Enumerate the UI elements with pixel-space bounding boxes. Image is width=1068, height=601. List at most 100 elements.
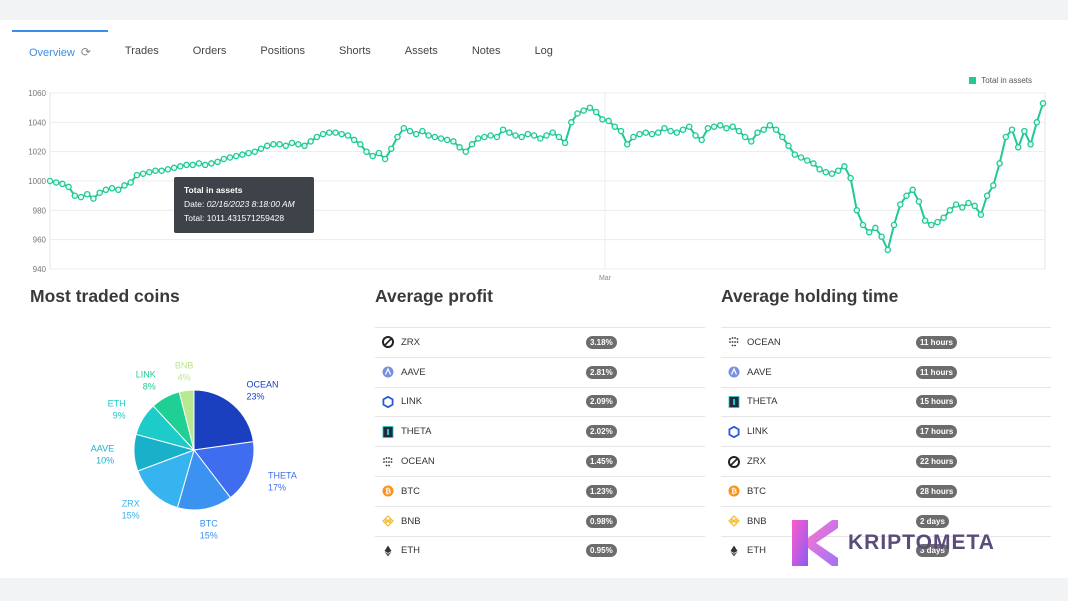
data-point[interactable] bbox=[524, 130, 532, 138]
data-point[interactable] bbox=[158, 167, 165, 174]
data-point[interactable] bbox=[493, 133, 501, 141]
data-point[interactable] bbox=[437, 135, 445, 142]
data-point[interactable] bbox=[226, 154, 234, 161]
data-point[interactable] bbox=[282, 142, 290, 150]
data-point[interactable] bbox=[679, 126, 687, 133]
data-point[interactable] bbox=[115, 186, 122, 194]
data-point[interactable] bbox=[388, 145, 395, 152]
data-point[interactable] bbox=[574, 110, 581, 117]
data-point[interactable] bbox=[257, 145, 265, 152]
data-point[interactable] bbox=[1027, 141, 1034, 148]
data-point[interactable] bbox=[1002, 133, 1010, 141]
data-point[interactable] bbox=[1014, 144, 1022, 151]
data-point[interactable] bbox=[276, 141, 283, 148]
data-point[interactable] bbox=[959, 204, 966, 211]
data-point[interactable] bbox=[357, 141, 364, 148]
data-point[interactable] bbox=[332, 129, 339, 136]
data-point[interactable] bbox=[146, 168, 153, 176]
data-point[interactable] bbox=[108, 185, 116, 192]
data-point[interactable] bbox=[183, 161, 190, 169]
data-point[interactable] bbox=[897, 201, 904, 208]
data-point[interactable] bbox=[617, 127, 625, 135]
tab-orders[interactable]: Orders bbox=[192, 45, 227, 57]
data-point[interactable] bbox=[636, 130, 643, 138]
data-point[interactable] bbox=[741, 133, 749, 141]
data-point[interactable] bbox=[772, 126, 780, 133]
pie-slice-ocean[interactable] bbox=[193, 389, 254, 451]
data-point[interactable] bbox=[177, 163, 184, 170]
data-point[interactable] bbox=[412, 130, 420, 138]
data-point[interactable] bbox=[59, 180, 66, 188]
data-point[interactable] bbox=[586, 104, 594, 111]
data-point[interactable] bbox=[71, 192, 79, 199]
data-point[interactable] bbox=[263, 142, 271, 150]
data-point[interactable] bbox=[878, 233, 885, 240]
data-point[interactable] bbox=[220, 155, 228, 163]
data-point[interactable] bbox=[189, 161, 196, 169]
data-point[interactable] bbox=[599, 116, 606, 123]
data-point[interactable] bbox=[344, 132, 352, 139]
data-point[interactable] bbox=[592, 108, 600, 116]
data-point[interactable] bbox=[977, 211, 985, 218]
data-point[interactable] bbox=[903, 192, 910, 199]
data-point[interactable] bbox=[251, 148, 259, 155]
tab-shorts[interactable]: Shorts bbox=[339, 45, 371, 57]
data-point[interactable] bbox=[512, 132, 519, 139]
tab-log[interactable]: Log bbox=[534, 45, 553, 57]
data-point[interactable] bbox=[307, 138, 314, 145]
data-point[interactable] bbox=[909, 186, 916, 194]
data-point[interactable] bbox=[810, 160, 817, 167]
pie-slice-bnb[interactable] bbox=[178, 389, 195, 451]
data-point[interactable] bbox=[139, 170, 147, 177]
data-point[interactable] bbox=[797, 154, 805, 161]
data-point[interactable] bbox=[326, 129, 333, 136]
data-point[interactable] bbox=[77, 193, 85, 201]
data-point[interactable] bbox=[791, 151, 799, 158]
data-point[interactable] bbox=[1039, 100, 1047, 107]
data-point[interactable] bbox=[1021, 127, 1028, 135]
data-point[interactable] bbox=[828, 170, 836, 177]
data-point[interactable] bbox=[474, 135, 482, 142]
data-point[interactable] bbox=[214, 158, 221, 166]
data-point[interactable] bbox=[853, 207, 861, 214]
assets-line-chart[interactable]: 1060 1040 1020 1000 980 960 940 Mar bbox=[0, 80, 1068, 286]
data-point[interactable] bbox=[568, 119, 575, 126]
data-point[interactable] bbox=[834, 167, 842, 174]
data-point[interactable] bbox=[245, 149, 252, 157]
data-point[interactable] bbox=[90, 195, 97, 202]
data-point[interactable] bbox=[46, 177, 54, 185]
data-point[interactable] bbox=[965, 199, 972, 207]
data-point[interactable] bbox=[822, 168, 830, 176]
data-point[interactable] bbox=[133, 171, 141, 179]
data-point[interactable] bbox=[723, 124, 730, 132]
data-point[interactable] bbox=[561, 139, 569, 147]
data-point[interactable] bbox=[288, 139, 296, 147]
tab-notes[interactable]: Notes bbox=[471, 45, 501, 57]
data-point[interactable] bbox=[518, 133, 525, 141]
data-point[interactable] bbox=[667, 127, 674, 135]
data-point[interactable] bbox=[164, 166, 172, 173]
pie-slice-theta[interactable] bbox=[193, 441, 255, 499]
tab-trades[interactable]: Trades bbox=[124, 45, 159, 57]
data-point[interactable] bbox=[816, 166, 823, 173]
data-point[interactable] bbox=[152, 167, 159, 174]
data-point[interactable] bbox=[96, 189, 103, 196]
data-point[interactable] bbox=[630, 133, 637, 141]
data-point[interactable] bbox=[170, 164, 178, 172]
data-point[interactable] bbox=[785, 142, 792, 150]
data-point[interactable] bbox=[549, 129, 556, 136]
data-point[interactable] bbox=[537, 135, 544, 142]
data-point[interactable] bbox=[208, 160, 215, 167]
data-point[interactable] bbox=[400, 124, 408, 132]
data-point[interactable] bbox=[673, 129, 681, 136]
data-point[interactable] bbox=[319, 130, 327, 138]
data-point[interactable] bbox=[543, 132, 550, 139]
data-point[interactable] bbox=[102, 186, 110, 194]
data-point[interactable] bbox=[735, 127, 743, 135]
data-point[interactable] bbox=[406, 127, 414, 135]
data-point[interactable] bbox=[729, 123, 736, 130]
data-point[interactable] bbox=[934, 218, 941, 226]
tab-assets[interactable]: Assets bbox=[404, 45, 438, 57]
data-point[interactable] bbox=[375, 149, 383, 157]
data-point[interactable] bbox=[52, 179, 60, 186]
